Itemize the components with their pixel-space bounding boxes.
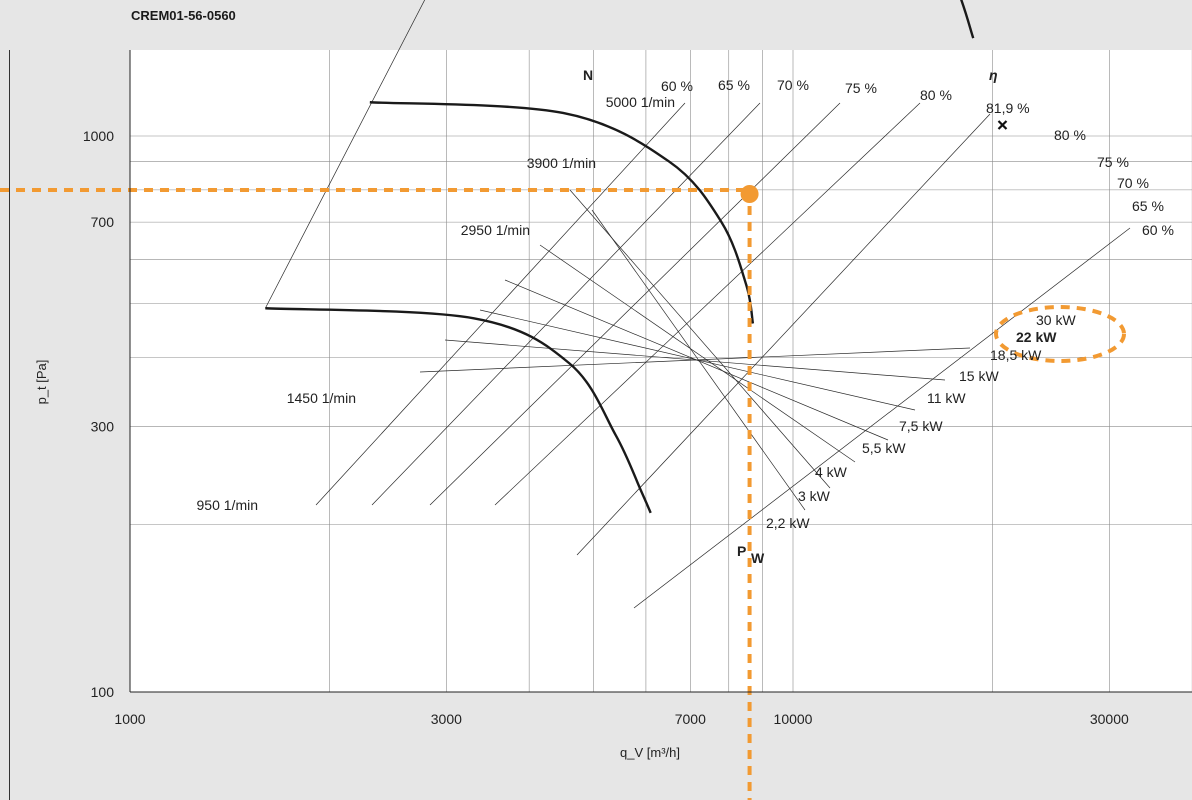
power-symbol: P: [737, 543, 746, 559]
speed-curve: [265, 307, 652, 514]
speed-curve: [369, 101, 755, 324]
efficiency-label: 60 %: [661, 78, 693, 94]
guide-lines: [265, 0, 1131, 609]
y-tick-label: 100: [91, 684, 115, 700]
speed-label: 2950 1/min: [461, 222, 530, 238]
left-rule: [9, 50, 10, 800]
efficiency-label: 80 %: [920, 87, 952, 103]
efficiency-diagonal: [315, 102, 686, 506]
speed-symbol: N: [583, 67, 593, 83]
power-line: [569, 189, 831, 489]
y-tick-label: 1000: [83, 128, 114, 144]
power-label: 5,5 kW: [862, 440, 906, 456]
power-line: [539, 244, 856, 463]
operating-point-guides: [0, 185, 1126, 800]
power-label: 4 kW: [815, 464, 848, 480]
power-label: 30 kW: [1036, 312, 1076, 328]
lower-envelope-line: [633, 227, 1131, 609]
x-tick-label: 30000: [1090, 711, 1129, 727]
speed-curve: [960, 0, 975, 39]
efficiency-label: 65 %: [1132, 198, 1164, 214]
power-symbol-sub: W: [751, 550, 765, 566]
efficiency-label: 65 %: [718, 77, 750, 93]
power-label: 11 kW: [927, 390, 966, 406]
efficiency-diagonal: [429, 102, 841, 506]
speed-label: 3900 1/min: [527, 155, 596, 171]
chart-code-label: CREM01-56-0560: [131, 8, 236, 23]
plot-background: [130, 50, 1192, 692]
selected-power-label: 22 kW: [1016, 329, 1057, 345]
efficiency-symbol: η: [989, 67, 998, 83]
power-label: 2,2 kW: [766, 515, 810, 531]
speed-label: 5000 1/min: [606, 94, 675, 110]
grid: [130, 50, 1192, 692]
efficiency-label: 60 %: [1142, 222, 1174, 238]
x-tick-label: 1000: [114, 711, 145, 727]
speed-curves: [265, 0, 975, 514]
peak-efficiency-label: 81,9 %: [986, 100, 1030, 116]
efficiency-diagonal: [371, 102, 761, 506]
power-line: [419, 347, 971, 373]
power-label: 7,5 kW: [899, 418, 943, 434]
selected-power-highlight: [994, 305, 1126, 363]
efficiency-diagonal: [576, 113, 991, 556]
efficiency-label: 75 %: [1097, 154, 1129, 170]
operating-point-marker: [740, 185, 759, 203]
efficiency-label: 70 %: [777, 77, 809, 93]
x-tick-label: 10000: [774, 711, 813, 727]
speed-label: 950 1/min: [197, 497, 258, 513]
power-label: 15 kW: [959, 368, 999, 384]
peak-efficiency-marker: [997, 120, 1008, 130]
efficiency-label: 75 %: [845, 80, 877, 96]
power-label: 3 kW: [798, 488, 831, 504]
x-tick-label: 3000: [431, 711, 462, 727]
efficiency-label: 80 %: [1054, 127, 1086, 143]
efficiency-label: 70 %: [1117, 175, 1149, 191]
x-tick-label: 7000: [675, 711, 706, 727]
y-axis-label: p_t [Pa]: [34, 360, 49, 405]
speed-label: 1450 1/min: [287, 390, 356, 406]
power-label: 18,5 kW: [990, 347, 1042, 363]
x-axis-label: q_V [m³/h]: [620, 745, 680, 760]
efficiency-diagonal: [494, 102, 921, 506]
y-tick-label: 300: [91, 419, 115, 435]
axis-ticks: 1000300070001000030000100300700100030007…: [83, 128, 1129, 727]
chart-labels: 5000 1/min 3900 1/min 2950 1/min 1450 1/min…: [197, 67, 1174, 566]
y-tick-label: 700: [91, 214, 115, 230]
envelope-line: [265, 0, 426, 309]
